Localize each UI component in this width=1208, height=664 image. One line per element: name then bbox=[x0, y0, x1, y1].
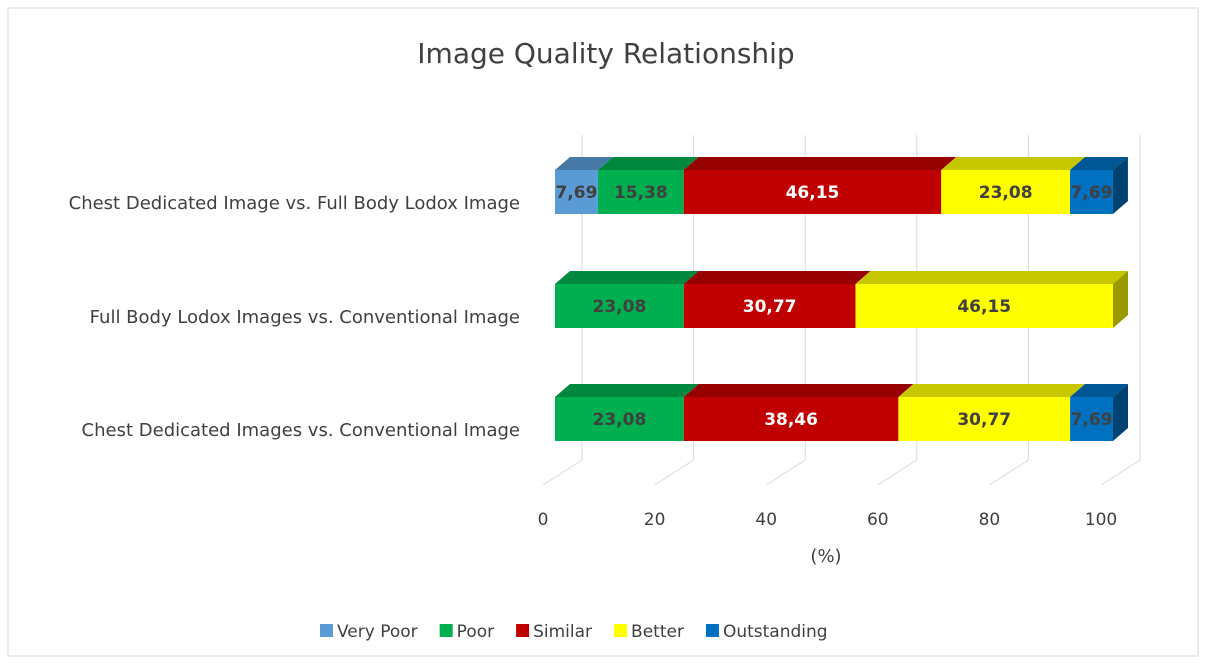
bar-side bbox=[1113, 271, 1128, 328]
data-label: 30,77 bbox=[957, 410, 1011, 430]
bar bbox=[1070, 170, 1113, 214]
bar-top bbox=[941, 157, 1086, 170]
x-tick-label: 0 bbox=[538, 510, 549, 530]
grid-floor-line bbox=[765, 459, 806, 486]
x-tick-label: 40 bbox=[755, 510, 777, 530]
data-label: 23,08 bbox=[593, 297, 647, 317]
grid-floor-line bbox=[1100, 459, 1141, 486]
legend-label: Better bbox=[631, 622, 684, 642]
bar-top bbox=[1070, 157, 1128, 170]
grid-floor-line bbox=[654, 459, 694, 486]
bar bbox=[683, 170, 942, 214]
grid-floor-line bbox=[989, 459, 1029, 486]
data-label: 7,69 bbox=[1071, 410, 1113, 430]
x-axis-label: (%) bbox=[810, 546, 841, 567]
data-label: 46,15 bbox=[957, 297, 1011, 317]
legend-label: Very Poor bbox=[337, 622, 418, 642]
bar bbox=[855, 284, 1113, 328]
bar-top bbox=[1070, 384, 1128, 397]
bar-top bbox=[597, 157, 699, 170]
data-label: 23,08 bbox=[979, 183, 1033, 203]
bar bbox=[555, 397, 684, 441]
x-tick-label: 100 bbox=[1085, 510, 1117, 530]
grid-floor-line bbox=[542, 459, 583, 486]
bar-side bbox=[1113, 384, 1128, 441]
legend-label: Poor bbox=[457, 622, 494, 642]
legend-swatch bbox=[614, 624, 628, 637]
data-label: 15,38 bbox=[614, 183, 668, 203]
bar bbox=[683, 284, 856, 328]
bar-top bbox=[555, 384, 699, 397]
legend-swatch bbox=[705, 624, 719, 637]
category-label: Chest Dedicated Image vs. Full Body Lodo… bbox=[69, 193, 520, 214]
bar bbox=[597, 170, 684, 214]
bar-top bbox=[898, 384, 1086, 397]
chart-title: Image Quality Relationship bbox=[417, 37, 794, 70]
x-tick-label: 80 bbox=[979, 510, 1001, 530]
bar bbox=[555, 284, 684, 328]
bar-top bbox=[555, 157, 613, 170]
bar-top bbox=[683, 157, 957, 170]
x-tick-label: 20 bbox=[644, 510, 666, 530]
x-tick-label: 60 bbox=[867, 510, 889, 530]
grid-floor-line bbox=[877, 459, 918, 486]
data-label: 38,46 bbox=[764, 410, 818, 430]
legend-label: Similar bbox=[533, 622, 592, 642]
bar bbox=[941, 170, 1071, 214]
bar-top bbox=[855, 271, 1128, 284]
bar bbox=[1070, 397, 1113, 441]
data-label: 7,69 bbox=[555, 183, 597, 203]
data-label: 30,77 bbox=[743, 297, 797, 317]
legend-swatch bbox=[320, 624, 333, 637]
bar-top bbox=[683, 384, 914, 397]
bar-top bbox=[683, 271, 871, 284]
bar-side bbox=[1112, 157, 1128, 214]
legend-swatch bbox=[439, 624, 453, 637]
data-label: 23,08 bbox=[593, 410, 647, 430]
legend-swatch bbox=[516, 624, 530, 637]
bar-top bbox=[555, 271, 699, 284]
chart-border bbox=[7, 7, 1199, 657]
data-label: 46,15 bbox=[786, 183, 840, 203]
bar bbox=[898, 397, 1071, 441]
bar bbox=[555, 170, 598, 214]
legend-label: Outstanding bbox=[723, 622, 828, 642]
data-label: 7,69 bbox=[1071, 183, 1113, 203]
category-label: Full Body Lodox Images vs. Conventional … bbox=[90, 307, 520, 328]
bar bbox=[683, 397, 899, 441]
category-label: Chest Dedicated Images vs. Conventional … bbox=[82, 420, 520, 441]
